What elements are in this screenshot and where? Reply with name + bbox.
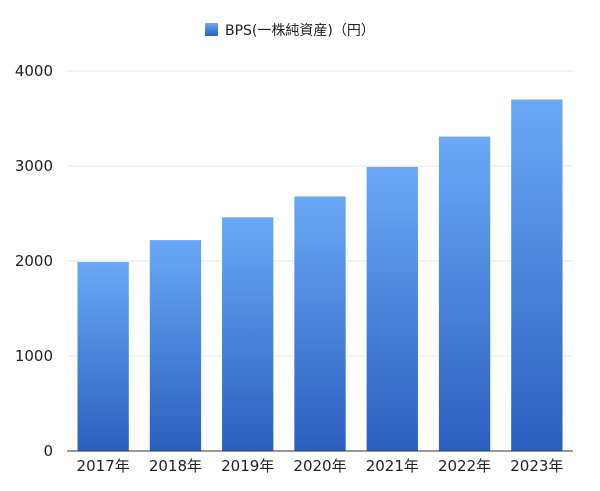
bar — [438, 136, 491, 452]
y-tick-label: 0 — [43, 442, 53, 460]
x-tick-label: 2018年 — [149, 457, 202, 475]
x-axis-ticks: 2017年 2018年 2019年 2020年 2021年 2022年 2023年 — [77, 457, 564, 475]
legend-label: BPS(一株純資産)（円） — [225, 23, 375, 39]
y-tick-label: 1000 — [15, 347, 53, 365]
y-tick-label: 2000 — [15, 252, 53, 270]
y-tick-label: 3000 — [15, 157, 53, 175]
legend: BPS(一株純資産)（円） — [205, 23, 375, 39]
x-tick-label: 2023年 — [510, 457, 563, 475]
x-tick-label: 2019年 — [221, 457, 274, 475]
x-tick-label: 2021年 — [366, 457, 419, 475]
bar — [366, 166, 418, 451]
bar — [149, 240, 202, 451]
legend-swatch — [205, 23, 218, 36]
bars — [77, 99, 563, 452]
x-tick-label: 2020年 — [293, 457, 346, 475]
bar — [511, 99, 563, 451]
x-tick-label: 2017年 — [77, 457, 130, 475]
y-axis-ticks: 0 1000 2000 3000 4000 — [15, 62, 53, 460]
x-tick-label: 2022年 — [438, 457, 491, 475]
bar — [222, 217, 274, 451]
y-tick-label: 4000 — [15, 62, 53, 80]
bar — [294, 196, 346, 451]
bar — [77, 261, 129, 451]
